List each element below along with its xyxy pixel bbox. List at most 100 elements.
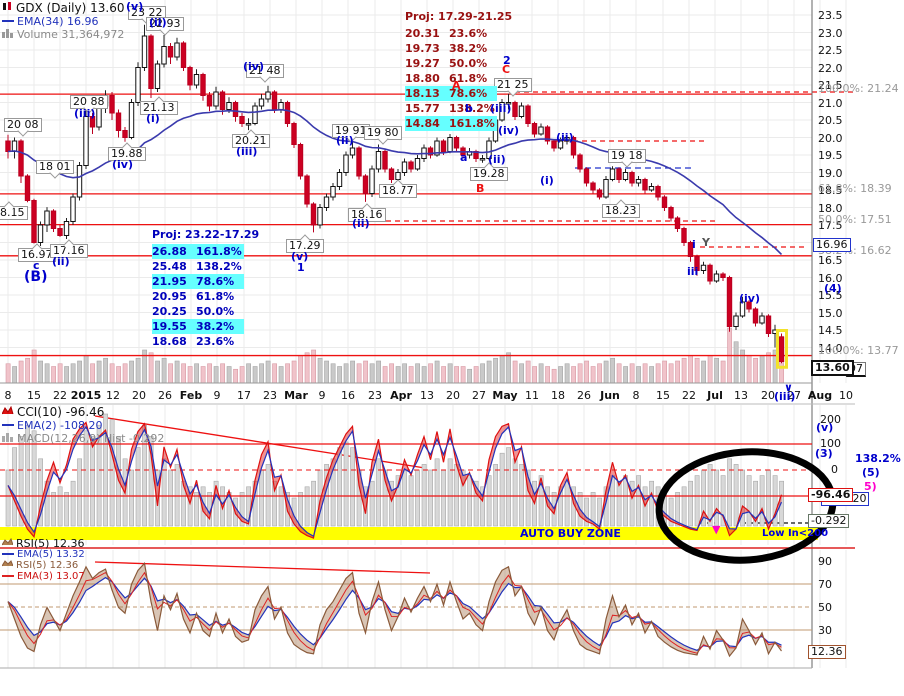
price-callout: 18.23 [602, 199, 640, 218]
projection-row: 18.68 23.6% [152, 335, 235, 348]
projection-row: 20.25 50.0% [152, 305, 235, 318]
date-tick: 10 [839, 389, 853, 402]
rsi-ema3-line-icon [2, 571, 14, 582]
cci-zigzag-icon [1, 405, 14, 419]
date-tick: 15 [656, 389, 670, 402]
wave-label: (iv) [739, 292, 760, 305]
wave-label: (iv) [243, 60, 264, 73]
wave-label: (iii) [774, 390, 796, 403]
projection-lower-title: Proj: 23.22-17.29 [152, 228, 260, 241]
projection-row: 20.31 23.6% [405, 27, 488, 40]
rsi-zigzag-icon [1, 537, 14, 550]
wave-label: (iv) [498, 124, 519, 137]
rsi-tick: 50 [818, 601, 832, 614]
price-tick: 16.5 [818, 254, 843, 267]
cci-annotation: (3) [815, 447, 833, 460]
candlestick-icon [2, 1, 13, 15]
wave-label: (v) [126, 0, 144, 13]
volume-legend-label: Volume 31,364,972 [17, 27, 125, 41]
date-tick: Apr [390, 389, 412, 402]
volume-icon [2, 28, 14, 41]
date-tick: 2015 [70, 389, 102, 402]
date-tick: 8 [4, 389, 12, 402]
price-tick: 17.5 [818, 219, 843, 232]
price-callout: 18.16 [348, 203, 386, 222]
wave-label: 1 [297, 261, 305, 274]
cci-annotation: 138.2% [855, 452, 901, 465]
date-tick: Mar [284, 389, 308, 402]
date-tick: 11 [525, 389, 539, 402]
cci-annotation: (v) [816, 421, 834, 434]
date-tick: 12 [106, 389, 120, 402]
rsi-legend-label: RSI(5) 12.36 [16, 536, 85, 550]
fib-level-label: 100.0%: 13.77 [818, 344, 899, 357]
projection-row: 21.95 78.6% [152, 274, 244, 289]
date-tick: 20 [446, 389, 460, 402]
wave-label: (B) [24, 269, 48, 285]
cci-value-tag: -96.46 [808, 488, 854, 502]
date-tick: 26 [158, 389, 172, 402]
wave-label: (ii) [488, 153, 506, 166]
price-tick: 19.5 [818, 149, 843, 162]
date-tick: 9 [318, 389, 326, 402]
date-tick: 20 [132, 389, 146, 402]
price-callout: 19.28 [470, 162, 508, 181]
wave-label: b [465, 102, 473, 115]
cci-ema-line-icon [2, 419, 14, 432]
price-callout: 19.18 [608, 149, 646, 168]
cci-annotation: ▼ [712, 523, 721, 536]
price-callout: 21.25 [494, 78, 532, 97]
date-tick: 22 [53, 389, 67, 402]
date-tick: Jul [707, 389, 723, 402]
macd-hist-icon [2, 432, 14, 445]
date-tick: 9 [213, 389, 221, 402]
symbol-label: GDX (Daily) 13.60 [16, 1, 125, 15]
price-tick: 21.5 [818, 79, 843, 92]
cci-tick: 0 [831, 463, 838, 476]
fib-level-label: 100.0%: 21.24 [818, 82, 899, 95]
rsi-tick: 90 [818, 555, 832, 568]
projection-upper-rows: 20.31 23.6% 19.73 38.2% 19.27 50.0% 18.80 61.8%… [405, 26, 512, 131]
cci-annotation: 5) [864, 480, 877, 493]
date-tick: 13 [420, 389, 434, 402]
ema-price-tag: 16.96 [813, 238, 851, 252]
cci-tick: 200 [820, 413, 841, 426]
projection-row: 15.77 138.2% [405, 102, 495, 115]
price-tick: 20.5 [818, 114, 843, 127]
price-tick: 19.0 [818, 166, 843, 180]
macd-legend-label: MACD(12,26,9) Hist -0.292 [17, 431, 165, 445]
date-tick: 26 [577, 389, 591, 402]
ema-line-icon [2, 15, 14, 28]
fib-level-label: 61.8%: 18.39 [818, 182, 892, 195]
date-tick: Aug [807, 389, 833, 402]
wave-label: (ii) [336, 134, 354, 147]
wave-label: B [476, 182, 485, 195]
price-tick: 16.0 [818, 271, 843, 285]
date-tick: 17 [237, 389, 251, 402]
rsi-ema3-legend-label: EMA(3) 13.07 [17, 570, 85, 582]
rsi-legend: RSI(5) 12.36 EMA(5) 13.32 RSI(5) 12.36 E… [1, 536, 85, 582]
projection-lower-rows: 26.88 161.8% 25.48 138.2% 21.95 78.6% 20.95 61.… [152, 244, 259, 349]
projection-row: 20.95 61.8% [152, 290, 235, 303]
price-tick: 22.5 [818, 44, 843, 57]
price-callout: 22.93 [146, 17, 184, 36]
wave-label: A [452, 79, 461, 92]
projection-table-lower: Proj: 23.22-17.29 26.88 161.8% 25.48 138.2%… [152, 228, 259, 349]
wave-label: (v) [291, 250, 309, 263]
date-tick: 27 [472, 389, 486, 402]
price-callout: 17.29 [286, 234, 324, 253]
price-tick: 18.0 [818, 201, 843, 215]
price-tick: 15.0 [818, 306, 843, 320]
wave-label: (iii) [74, 107, 96, 120]
projection-row: 18.80 61.8% [405, 72, 488, 85]
date-tick: 18 [551, 389, 565, 402]
price-callout: 19.80 [364, 126, 402, 145]
low-in-label: Low In<200 [762, 528, 829, 539]
wave-label: a [460, 151, 468, 164]
wave-label: (ii) [52, 255, 70, 268]
price-callout: 21.48 [246, 64, 284, 83]
wave-label: (iii) [236, 145, 258, 158]
date-tick: 20 [761, 389, 775, 402]
wave-label: C [502, 63, 511, 76]
